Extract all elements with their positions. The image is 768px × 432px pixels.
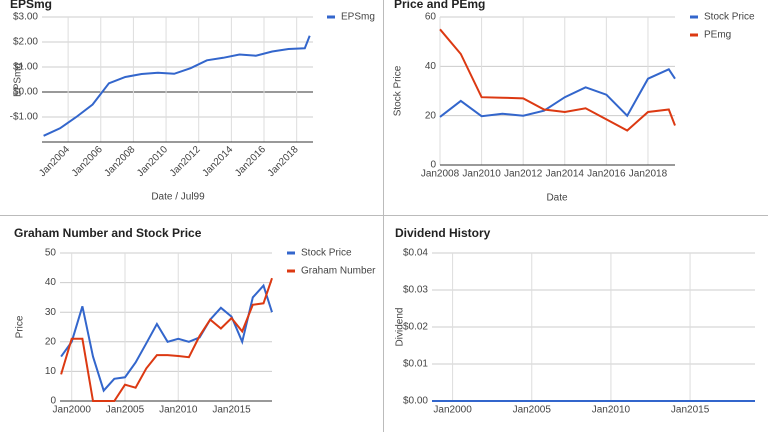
y-tick-label: $0.04: [403, 248, 428, 259]
chart-title: Graham Number and Stock Price: [14, 226, 202, 240]
y-tick-label: $0.00: [13, 87, 38, 98]
chart-title: EPSmg: [10, 0, 52, 11]
legend-label: Stock Price: [301, 248, 352, 259]
legend-label: Stock Price: [704, 12, 755, 23]
y-tick-label: 20: [425, 110, 437, 121]
y-tick-label: $0.01: [403, 359, 428, 370]
y-axis-label: Stock Price: [393, 65, 404, 116]
x-axis-label: Date: [546, 193, 568, 204]
y-tick-label: $0.02: [403, 322, 428, 333]
legend-label: Graham Number: [301, 266, 376, 277]
x-tick-label: Jan2008: [421, 169, 460, 180]
y-tick-label: 20: [45, 336, 57, 347]
y-tick-label: -$1.00: [10, 112, 39, 123]
y-axis-label: EPSmg: [13, 63, 24, 97]
y-tick-label: 40: [45, 277, 57, 288]
x-tick-label: Jan2010: [462, 169, 501, 180]
y-tick-label: 50: [45, 248, 57, 259]
x-tick-label: Jan2015: [212, 405, 251, 416]
x-tick-label: Jan2000: [53, 405, 92, 416]
x-tick-label: Jan2005: [513, 405, 552, 416]
x-tick-label: Jan2010: [159, 405, 198, 416]
y-tick-label: $0.03: [403, 285, 428, 296]
y-tick-label: 0: [50, 396, 56, 407]
x-tick-label: Jan2015: [671, 405, 710, 416]
chart-title: Price and PEmg: [394, 0, 485, 11]
legend-label: EPSmg: [341, 12, 375, 23]
x-tick-label: Jan2014: [546, 169, 585, 180]
y-tick-label: 0: [430, 160, 436, 171]
y-tick-label: $1.00: [13, 62, 38, 73]
y-tick-label: $0.00: [403, 396, 428, 407]
x-tick-label: Jan2000: [433, 405, 472, 416]
series-line: [60, 283, 273, 393]
y-tick-label: 40: [425, 61, 437, 72]
x-axis-label: Date / Jul99: [151, 192, 205, 203]
x-tick-label: Jan2005: [106, 405, 145, 416]
x-tick-label: Jan2018: [629, 169, 668, 180]
series-line: [60, 277, 273, 402]
series-line: [43, 35, 311, 137]
y-tick-label: $3.00: [13, 12, 38, 23]
series-line: [439, 68, 676, 118]
x-tick-label: Jan2010: [592, 405, 631, 416]
y-axis-label: Dividend: [395, 308, 406, 347]
y-tick-label: 10: [45, 366, 57, 377]
legend-label: PEmg: [704, 30, 731, 41]
y-tick-label: $2.00: [13, 37, 38, 48]
chart-title: Dividend History: [395, 226, 491, 240]
y-tick-label: 30: [45, 307, 57, 318]
series-line: [439, 28, 676, 132]
x-tick-label: Jan2012: [504, 169, 543, 180]
x-tick-label: Jan2016: [587, 169, 626, 180]
y-tick-label: 60: [425, 12, 437, 23]
y-axis-label: Price: [15, 315, 26, 338]
